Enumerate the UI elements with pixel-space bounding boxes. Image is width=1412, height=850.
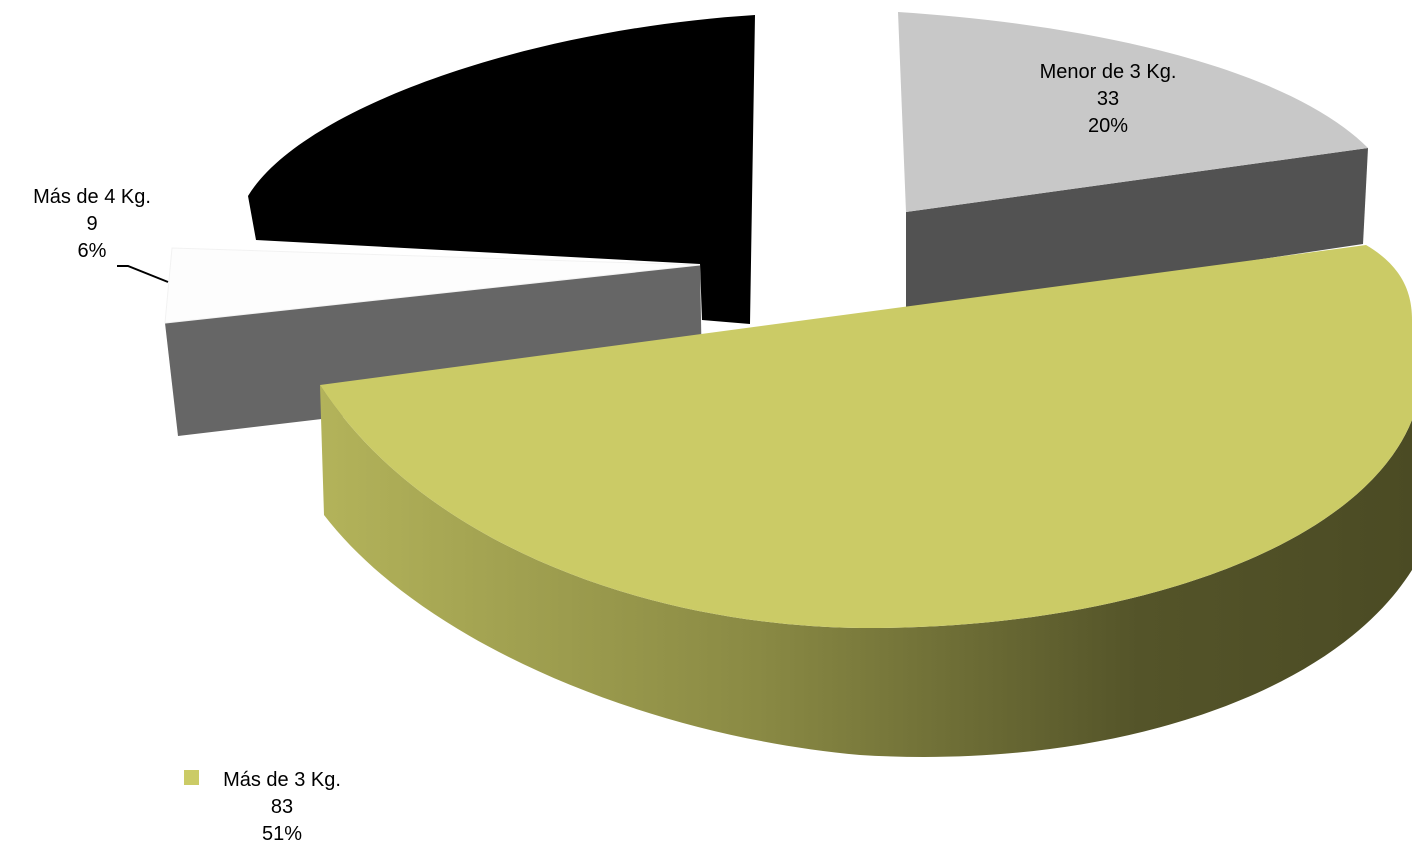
slice-1-side bbox=[320, 385, 1412, 758]
slice-3-top bbox=[248, 15, 755, 324]
label-slice-2-value: 9 bbox=[86, 213, 97, 235]
slice-1 bbox=[320, 245, 1412, 758]
label-slice-1-name: Más de 3 Kg. bbox=[223, 769, 341, 791]
slice-0-top bbox=[898, 12, 1368, 212]
label-slice-0-value: 33 bbox=[1097, 88, 1119, 110]
label-slice-1-percent: 51% bbox=[262, 823, 302, 845]
label-slice-0: Menor de 3 Kg. 33 20% bbox=[1040, 61, 1177, 137]
leader-line-slice-2 bbox=[117, 265, 169, 283]
label-slice-1: Más de 3 Kg. 83 51% bbox=[223, 769, 341, 845]
slice-0-side bbox=[906, 148, 1368, 312]
label-slice-2-percent: 6% bbox=[78, 240, 107, 262]
label-slice-0-percent: 20% bbox=[1088, 115, 1128, 137]
slice-2-top bbox=[164, 247, 701, 324]
slice-0 bbox=[898, 12, 1368, 312]
slice-2-side bbox=[165, 265, 702, 436]
label-slice-0-name: Menor de 3 Kg. bbox=[1040, 61, 1177, 83]
slice-1-top bbox=[320, 245, 1412, 629]
label-slice-2: Más de 4 Kg. 9 6% bbox=[33, 186, 151, 262]
label-slice-2-name: Más de 4 Kg. bbox=[33, 186, 151, 208]
slice-2 bbox=[164, 247, 702, 436]
slice-3 bbox=[248, 15, 755, 324]
legend-key-slice-1 bbox=[184, 770, 199, 785]
label-slice-1-value: 83 bbox=[271, 796, 293, 818]
